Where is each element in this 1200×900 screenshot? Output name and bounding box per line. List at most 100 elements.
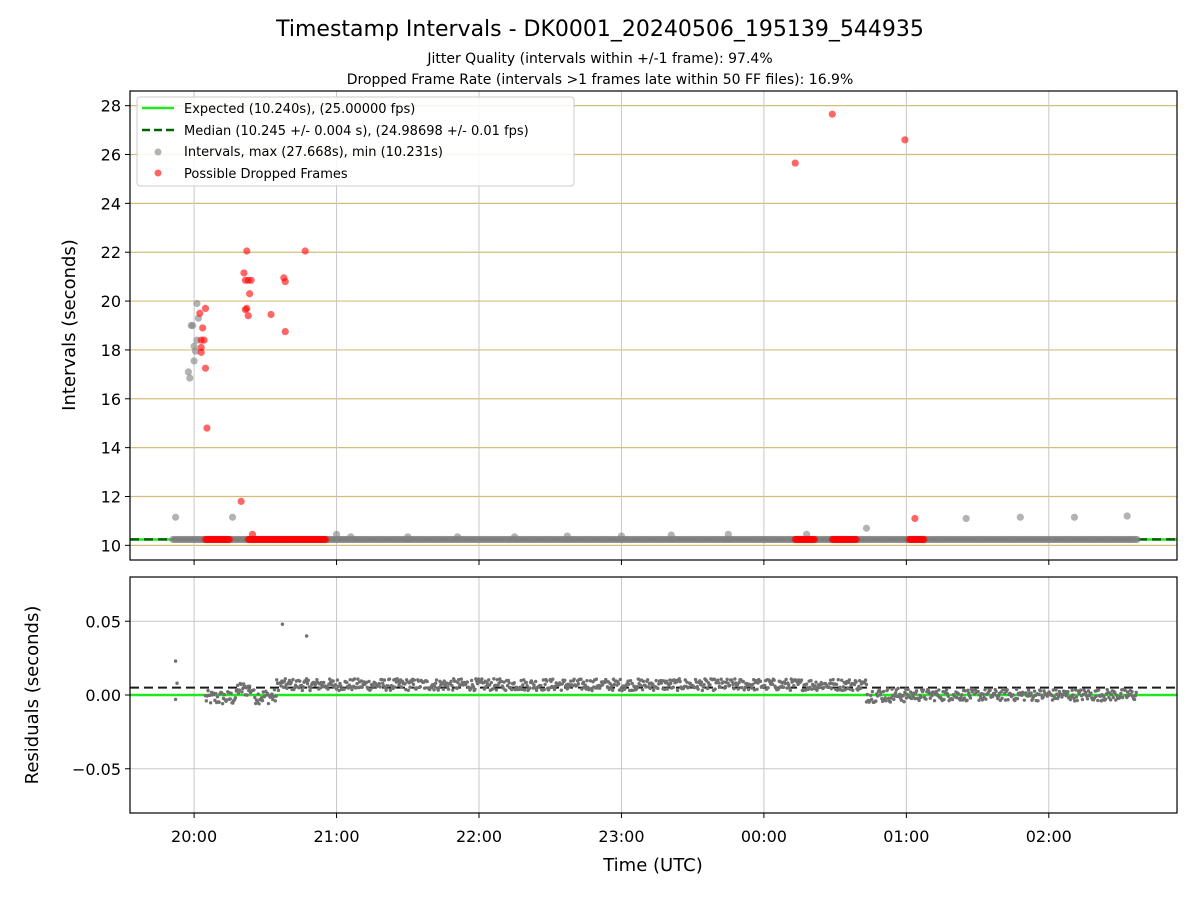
intervals-y-ticks: 10 12 14 16 18 20 22 24 26 28 xyxy=(101,97,130,555)
residual-point xyxy=(1108,698,1113,702)
residual-point xyxy=(654,678,658,683)
x-tick-label: 02:00 xyxy=(1026,827,1072,846)
residual-point xyxy=(377,681,381,686)
residual-point xyxy=(425,679,429,684)
x-tick-label: 21:00 xyxy=(313,827,359,846)
residual-point xyxy=(719,677,723,681)
legend: Expected (10.240s), (25.00000 fps) Media… xyxy=(136,96,575,187)
residual-point xyxy=(976,689,980,694)
dropped-frame-point xyxy=(248,530,257,538)
residual-point xyxy=(877,688,881,692)
residual-point xyxy=(524,680,528,685)
residual-point xyxy=(1026,694,1030,698)
residual-point xyxy=(445,681,449,685)
residual-point xyxy=(888,700,893,704)
residual-point xyxy=(336,684,340,689)
residual-point xyxy=(493,683,498,688)
residual-point xyxy=(648,686,652,691)
residual-point xyxy=(285,686,289,691)
residual-point xyxy=(418,685,423,689)
residual-point xyxy=(364,680,369,685)
dropped-frame-point xyxy=(247,276,255,284)
interval-point xyxy=(332,530,341,538)
residual-point xyxy=(996,694,1001,698)
intervals-y-tick-label: 20 xyxy=(101,292,121,311)
residual-point xyxy=(890,687,894,691)
residual-point xyxy=(980,698,985,702)
residual-point xyxy=(1037,692,1041,697)
residual-point xyxy=(716,678,720,682)
residual-point xyxy=(1038,689,1043,693)
dropped-frame-point xyxy=(281,328,289,336)
residual-point xyxy=(356,677,360,681)
residual-point xyxy=(1096,688,1101,692)
residual-point xyxy=(834,682,839,687)
residual-point xyxy=(804,682,809,686)
residual-point xyxy=(346,686,351,690)
residual-point xyxy=(785,686,789,690)
residual-point xyxy=(315,678,319,682)
dropped-frame-point xyxy=(203,424,211,432)
residual-point xyxy=(552,687,557,692)
residual-point xyxy=(559,688,564,692)
residual-point xyxy=(499,679,504,684)
residual-point xyxy=(845,686,850,691)
residual-point xyxy=(870,689,875,694)
residual-point xyxy=(705,686,710,691)
residual-point xyxy=(1080,697,1085,702)
residual-point xyxy=(406,688,411,692)
residual-point xyxy=(1071,693,1075,697)
residual-point xyxy=(386,684,390,688)
residual-point xyxy=(301,685,305,689)
residual-point xyxy=(959,695,963,700)
residual-point xyxy=(1111,695,1115,700)
dropped-frame-point xyxy=(911,514,919,523)
residual-point xyxy=(519,678,523,683)
residual-point xyxy=(626,679,630,683)
legend-dropped-label: Possible Dropped Frames xyxy=(184,167,348,182)
residual-point xyxy=(266,701,271,706)
residual-point xyxy=(239,682,243,687)
dropped-frame-point xyxy=(243,247,251,255)
residual-point xyxy=(378,685,382,689)
interval-point xyxy=(190,357,198,365)
legend-intervals-label: Intervals, max (27.668s), min (10.231s) xyxy=(184,145,443,160)
residual-point xyxy=(812,686,817,691)
residual-point xyxy=(696,687,700,691)
legend-box xyxy=(136,96,575,187)
residual-point xyxy=(1085,697,1090,701)
residual-point xyxy=(865,692,870,697)
residual-point xyxy=(786,683,791,687)
residual-point xyxy=(279,684,283,688)
residual-point xyxy=(1028,694,1032,698)
residual-point xyxy=(334,687,339,691)
residual-point xyxy=(235,687,239,692)
dropped-frame-point xyxy=(244,312,252,320)
interval-point xyxy=(193,299,201,308)
residual-point xyxy=(942,697,946,702)
residual-point xyxy=(651,688,656,692)
dropped-frame-point xyxy=(201,304,210,313)
residual-point xyxy=(459,677,464,681)
residual-point xyxy=(585,678,589,683)
residual-point xyxy=(280,622,285,626)
residual-point xyxy=(864,682,869,687)
residual-point xyxy=(781,685,786,690)
residuals-x-ticks: 20:00 21:00 22:00 23:00 00:00 01:00 02:00 xyxy=(171,813,1072,846)
dropped-frame-point xyxy=(828,110,836,118)
residual-point xyxy=(963,689,968,693)
residual-point xyxy=(245,693,249,697)
x-tick-label: 00:00 xyxy=(741,827,787,846)
residual-point xyxy=(220,691,224,695)
residual-point xyxy=(539,683,543,688)
residual-point xyxy=(967,691,971,695)
residual-point xyxy=(1074,695,1079,699)
residual-point xyxy=(206,688,210,693)
residual-point xyxy=(261,690,266,694)
residual-point xyxy=(304,634,309,638)
residual-point xyxy=(360,685,364,689)
residual-point xyxy=(1114,693,1119,697)
residual-point xyxy=(502,680,506,684)
residual-point xyxy=(225,698,229,702)
residual-point xyxy=(854,680,858,684)
